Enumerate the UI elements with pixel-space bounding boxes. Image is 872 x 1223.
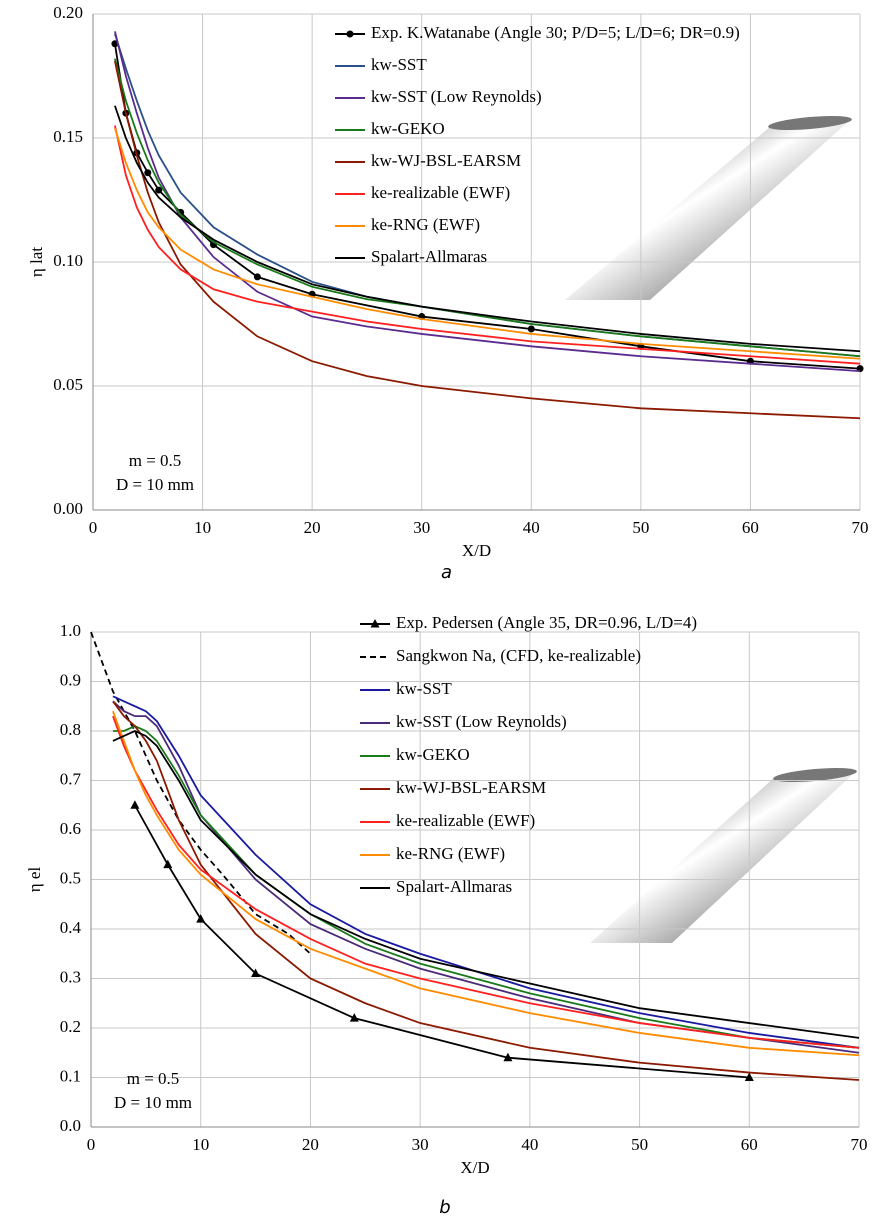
cylinder-illustration-a <box>565 115 852 300</box>
y-tick-label: 0.10 <box>53 251 83 270</box>
x-tick-label: 70 <box>851 1135 868 1154</box>
annotation: m = 0.5 <box>127 1069 180 1088</box>
data-point <box>349 1013 359 1022</box>
y-tick-label: 0.6 <box>60 819 81 838</box>
y-tick-label: 0.9 <box>60 670 81 689</box>
legend-label: kw-GEKO <box>396 745 470 764</box>
data-point <box>196 914 206 923</box>
x-axis-label: X/D <box>462 541 491 560</box>
y-tick-label: 0.4 <box>60 918 82 937</box>
y-tick-label: 0.00 <box>53 499 83 518</box>
series-line <box>112 710 860 1057</box>
y-tick-label: 0.7 <box>60 769 82 788</box>
series-line <box>112 730 860 1039</box>
series-line <box>114 58 861 358</box>
data-point <box>163 859 173 869</box>
x-tick-label: 0 <box>89 518 98 537</box>
legend-label: kw-SST <box>371 55 427 74</box>
x-tick-label: 30 <box>412 1135 429 1154</box>
x-tick-label: 0 <box>87 1135 96 1154</box>
legend-label: kw-WJ-BSL-EARSM <box>396 778 546 797</box>
data-point <box>155 186 163 194</box>
y-tick-label: 0.05 <box>53 375 83 394</box>
y-tick-label: 0.8 <box>60 720 81 739</box>
legend-label: ke-realizable (EWF) <box>371 183 510 202</box>
annotation: D = 10 mm <box>116 475 194 494</box>
legend-marker <box>370 619 380 628</box>
cylinder-illustration-b <box>590 767 857 943</box>
x-tick-label: 70 <box>852 518 869 537</box>
y-tick-label: 0.20 <box>53 3 83 22</box>
x-tick-label: 20 <box>302 1135 319 1154</box>
legend-label: kw-SST (Low Reynolds) <box>371 87 542 106</box>
y-axis-label: η lat <box>27 247 46 277</box>
series-line <box>112 695 860 1049</box>
y-tick-label: 1.0 <box>60 621 81 640</box>
panel-label: b <box>439 1197 450 1218</box>
annotation: m = 0.5 <box>129 451 182 470</box>
legend-label: ke-RNG (EWF) <box>396 844 505 863</box>
x-tick-label: 30 <box>413 518 430 537</box>
y-tick-label: 0.3 <box>60 967 81 986</box>
panel-label: a <box>441 562 452 583</box>
legend-label: kw-WJ-BSL-EARSM <box>371 151 521 170</box>
legend-label: Exp. Pedersen (Angle 35, DR=0.96, L/D=4) <box>396 613 697 632</box>
y-tick-label: 0.15 <box>53 127 83 146</box>
data-point <box>144 169 152 177</box>
x-tick-label: 50 <box>631 1135 648 1154</box>
x-tick-label: 20 <box>304 518 321 537</box>
legend-label: Spalart-Allmaras <box>396 877 512 896</box>
legend-label: ke-realizable (EWF) <box>396 811 535 830</box>
series-line <box>114 105 861 353</box>
legend-label: ke-RNG (EWF) <box>371 215 480 234</box>
annotation: D = 10 mm <box>114 1093 192 1112</box>
x-tick-label: 50 <box>632 518 649 537</box>
data-point <box>253 273 261 281</box>
x-tick-label: 40 <box>523 518 540 537</box>
x-tick-label: 40 <box>521 1135 538 1154</box>
x-tick-label: 60 <box>742 518 759 537</box>
data-point <box>130 800 140 809</box>
y-tick-label: 0.0 <box>60 1116 81 1135</box>
x-tick-label: 60 <box>741 1135 758 1154</box>
legend-label: kw-SST <box>396 679 452 698</box>
data-point <box>503 1052 513 1062</box>
series-line <box>114 127 861 360</box>
y-tick-label: 0.2 <box>60 1017 81 1036</box>
data-point <box>744 1072 754 1081</box>
legend-label: Sangkwon Na, (CFD, ke-realizable) <box>396 646 641 665</box>
y-axis-label: η el <box>25 867 44 893</box>
y-tick-label: 0.1 <box>60 1066 81 1085</box>
data-point <box>527 325 535 333</box>
x-tick-label: 10 <box>194 518 211 537</box>
series-line <box>112 700 860 1054</box>
series-line <box>114 31 861 373</box>
series-line <box>114 43 861 370</box>
data-point <box>251 968 261 978</box>
series-line <box>114 60 861 420</box>
series-line <box>112 700 860 1081</box>
x-tick-label: 10 <box>192 1135 209 1154</box>
legend-label: Exp. K.Watanabe (Angle 30; P/D=5; L/D=6;… <box>371 23 740 42</box>
legend-label: Spalart-Allmaras <box>371 247 487 266</box>
y-tick-label: 0.5 <box>60 868 81 887</box>
series-line <box>114 125 861 365</box>
legend-marker <box>346 30 354 38</box>
x-axis-label: X/D <box>460 1158 489 1177</box>
legend-label: kw-SST (Low Reynolds) <box>396 712 567 731</box>
legend-label: kw-GEKO <box>371 119 445 138</box>
